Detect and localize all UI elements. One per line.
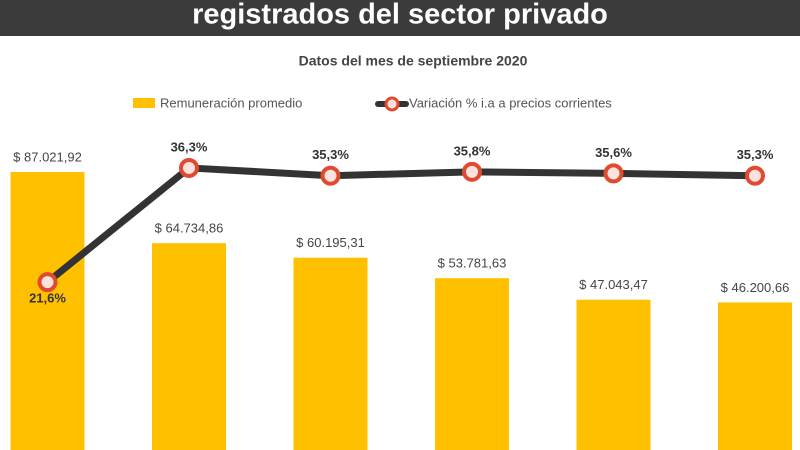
bar-value-label: $ 47.043,47 — [579, 277, 648, 292]
line-marker — [37, 272, 58, 293]
title-band — [0, 0, 800, 36]
legend-label: Remuneración promedio — [160, 95, 302, 110]
line-value-label: 21,6% — [29, 291, 66, 306]
line-marker — [179, 157, 199, 178]
line-value-label: 35,3% — [737, 147, 774, 162]
legend-swatch — [133, 98, 155, 108]
chart-title: registrados del sector privado — [192, 0, 608, 31]
bar-value-label: $ 46.200,66 — [721, 280, 790, 295]
line-value-label: 35,6% — [595, 145, 632, 160]
bar — [435, 278, 509, 450]
bar-value-label: $ 87.021,92 — [13, 149, 82, 164]
line-marker — [603, 163, 624, 184]
line-value-label: 35,8% — [454, 143, 491, 158]
line-marker — [462, 161, 482, 182]
line-value-label: 35,3% — [312, 147, 349, 162]
bar-value-label: $ 53.781,63 — [438, 256, 507, 271]
line-marker — [320, 165, 341, 186]
line-marker — [745, 165, 765, 186]
bar-value-label: $ 60.195,31 — [296, 235, 365, 250]
bar — [152, 243, 226, 450]
legend-marker — [384, 96, 400, 112]
bar — [293, 257, 368, 450]
line-value-label: 36,3% — [171, 139, 208, 154]
line — [45, 164, 756, 285]
legend: Remuneración promedio Variación % i.a a p… — [133, 95, 612, 112]
bar — [10, 172, 85, 450]
bar-value-label: $ 64.734,86 — [155, 221, 224, 236]
bar — [718, 302, 792, 450]
bar — [576, 299, 651, 450]
legend-label: Variación % i.a a precios corrientes — [409, 95, 612, 110]
chart-subtitle: Datos del mes de septiembre 2020 — [299, 53, 528, 69]
